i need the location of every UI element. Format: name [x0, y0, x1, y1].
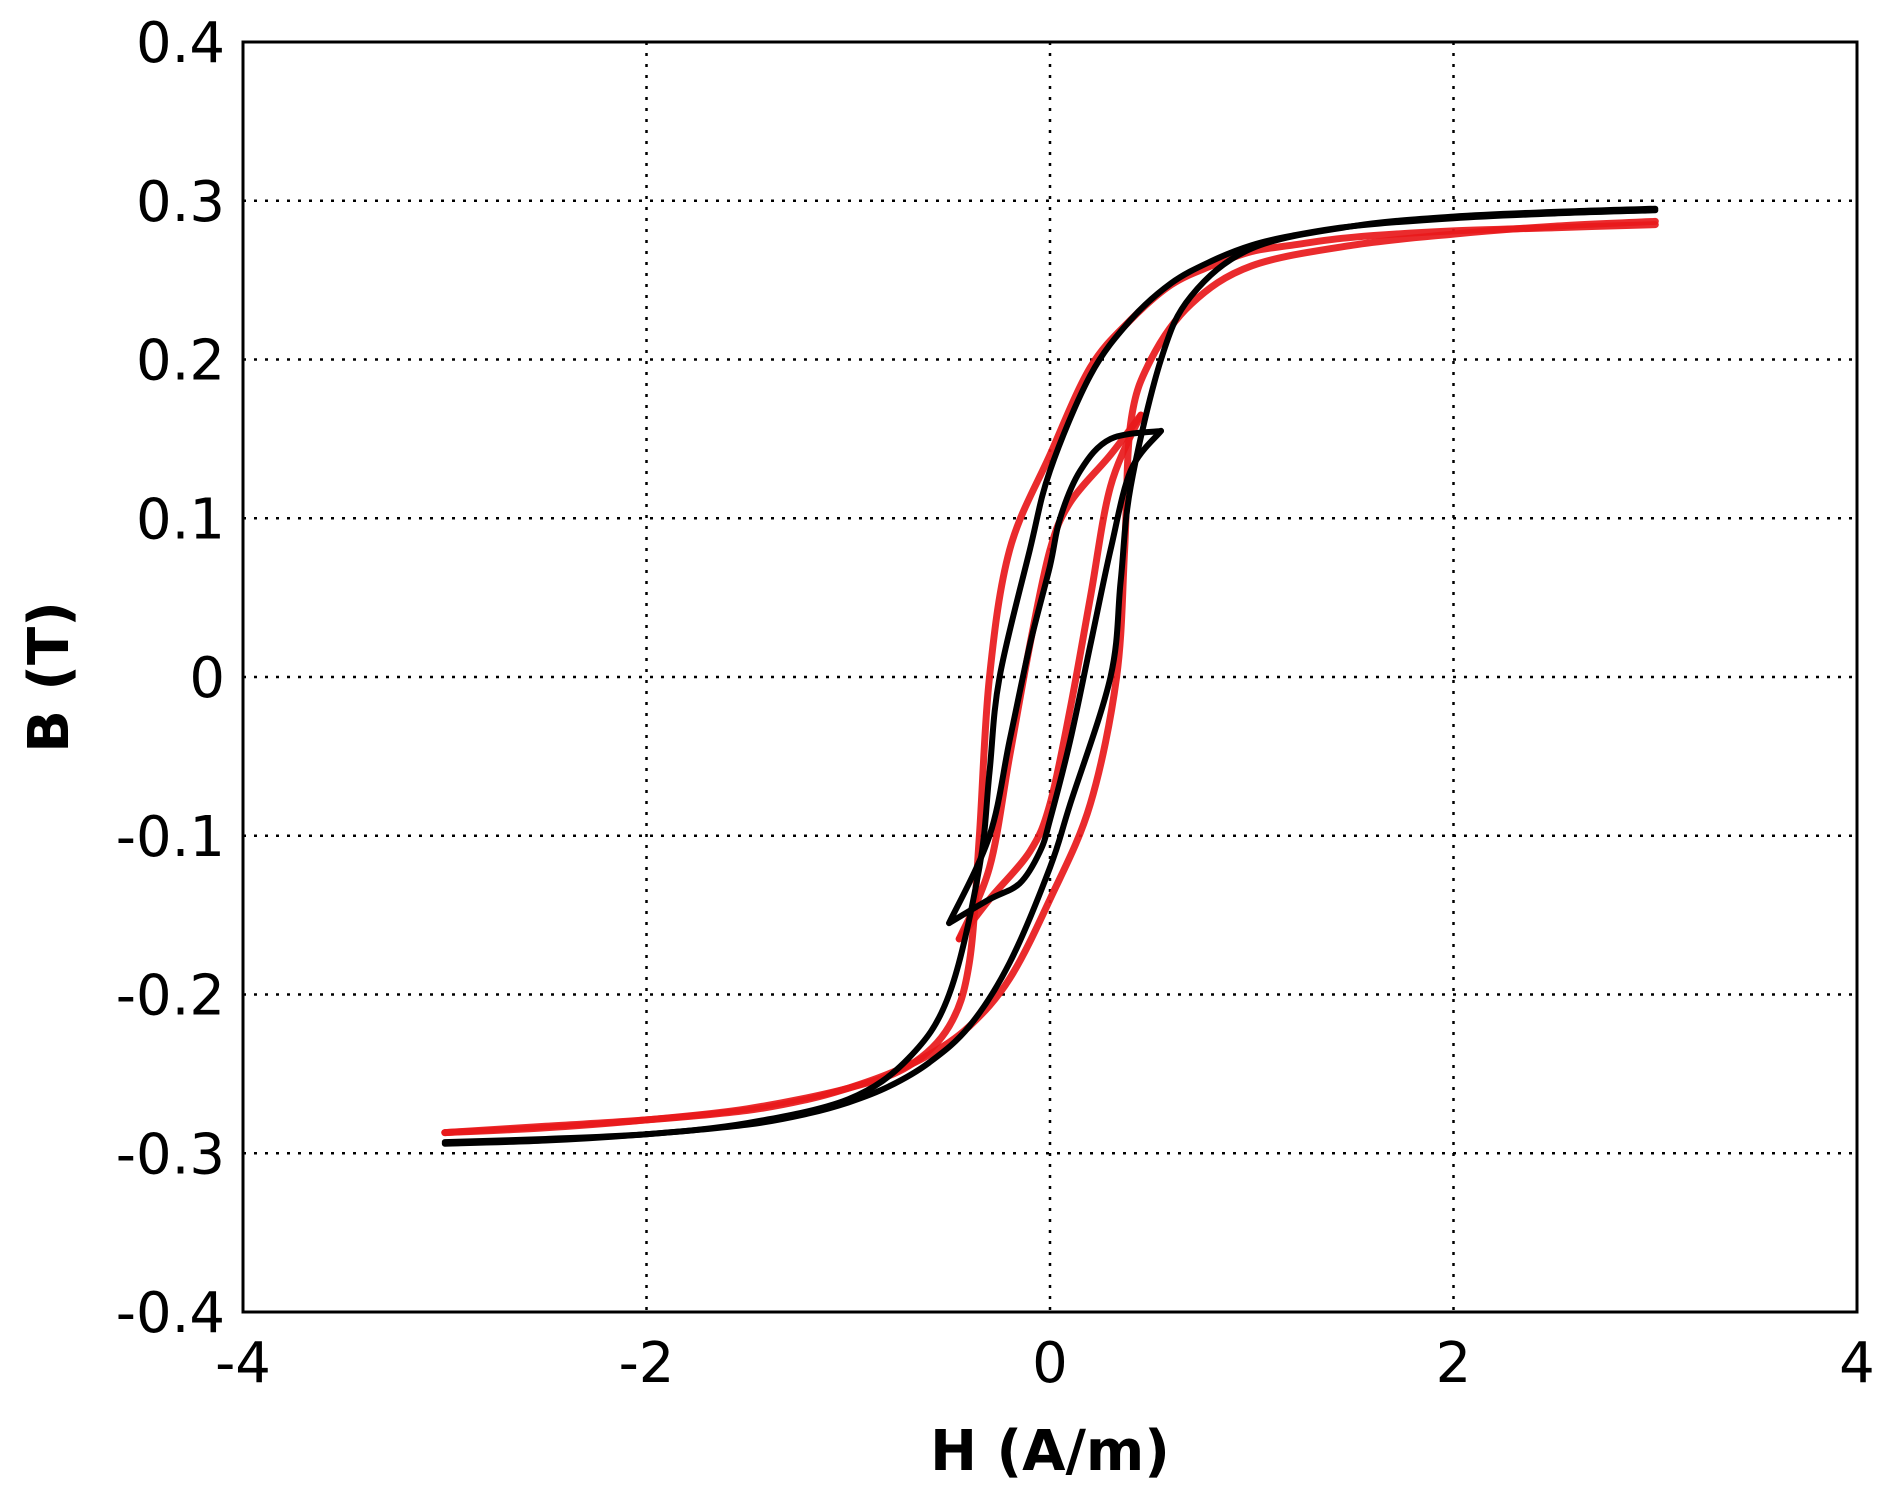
plot-series — [441, 205, 1659, 1147]
y-tick-label: -0.1 — [116, 805, 225, 870]
series-line — [441, 205, 1659, 1147]
y-tick-label: -0.4 — [116, 1281, 225, 1346]
x-axis-label: H (A/m) — [930, 1419, 1170, 1484]
tick-labels: -4 -2 0 2 4 -0.4 -0.3 -0.2 -0.1 0 0.1 0.2 0.3 0.4 — [116, 11, 1875, 1396]
plot-frame — [241, 40, 1859, 1314]
x-tick-label: -2 — [619, 1331, 675, 1396]
series-line — [441, 217, 1659, 1137]
x-tick-label: 2 — [1436, 1331, 1472, 1396]
series-line — [946, 427, 1164, 927]
x-tick-label: 0 — [1032, 1331, 1068, 1396]
y-tick-label: 0.4 — [136, 11, 225, 76]
y-tick-label: 0 — [189, 646, 225, 711]
y-tick-label: 0.3 — [136, 170, 225, 235]
x-tick-label: -4 — [215, 1331, 271, 1396]
y-tick-label: 0.1 — [136, 487, 225, 552]
series-black — [441, 205, 1659, 1147]
y-tick-label: -0.2 — [116, 964, 225, 1029]
x-tick-label: 4 — [1839, 1331, 1875, 1396]
series-red — [441, 217, 1659, 1137]
series-line — [946, 427, 1164, 927]
y-tick-label: 0.2 — [136, 329, 225, 394]
grid — [243, 42, 1857, 1312]
y-axis-label: B (T) — [17, 601, 82, 753]
series-line — [955, 411, 1145, 943]
y-tick-label: -0.3 — [116, 1122, 225, 1187]
